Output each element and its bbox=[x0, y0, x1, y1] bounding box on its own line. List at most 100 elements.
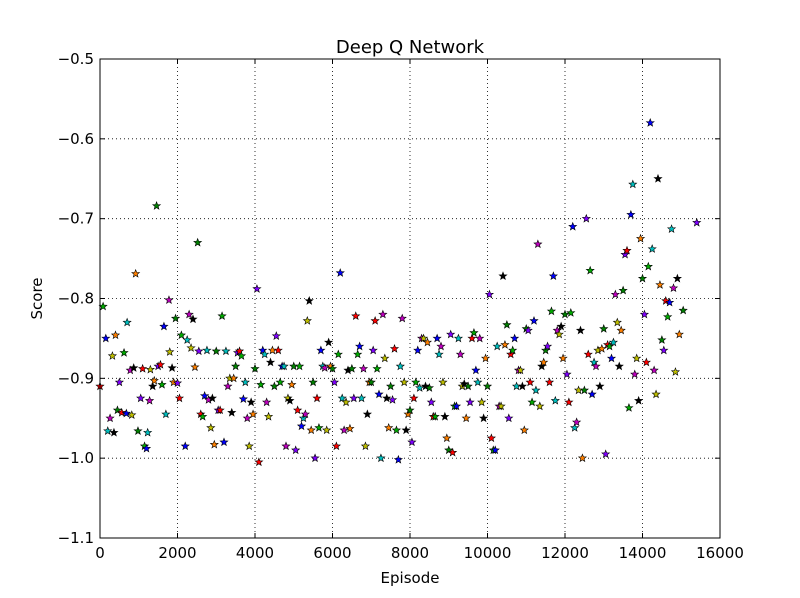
data-point-star bbox=[477, 397, 487, 407]
data-point-star bbox=[403, 409, 413, 419]
data-point-star bbox=[508, 345, 518, 355]
data-point-star bbox=[612, 317, 622, 327]
data-point-star bbox=[577, 453, 588, 463]
data-point-star bbox=[391, 425, 402, 435]
data-point-star bbox=[355, 341, 365, 351]
data-points bbox=[95, 118, 702, 467]
data-point-star bbox=[618, 285, 628, 295]
data-point-star bbox=[535, 401, 545, 411]
data-point-star bbox=[207, 393, 217, 403]
data-point-star bbox=[144, 395, 155, 405]
data-point-star bbox=[337, 393, 347, 403]
data-point-star bbox=[103, 426, 113, 435]
data-point-star bbox=[624, 403, 634, 412]
data-point-star bbox=[349, 393, 359, 403]
data-point-star bbox=[484, 289, 495, 299]
data-point-star bbox=[133, 426, 143, 435]
data-point-star bbox=[384, 422, 394, 432]
data-point-star bbox=[170, 313, 181, 323]
data-point-star bbox=[506, 349, 516, 359]
data-point-star bbox=[271, 331, 281, 340]
data-point-star bbox=[562, 369, 572, 379]
data-point-star bbox=[395, 361, 405, 371]
data-point-star bbox=[692, 217, 702, 227]
data-point-star bbox=[242, 413, 252, 423]
data-point-star bbox=[122, 317, 132, 327]
data-point-star bbox=[329, 377, 340, 387]
data-point-star bbox=[665, 297, 675, 307]
data-point-star bbox=[254, 457, 264, 467]
data-point-star bbox=[312, 393, 322, 403]
data-point-star bbox=[244, 441, 254, 451]
data-point-star bbox=[541, 345, 551, 355]
data-point-star bbox=[430, 411, 440, 421]
data-point-star bbox=[209, 439, 219, 449]
data-point-star bbox=[279, 361, 289, 371]
data-point-star bbox=[105, 413, 115, 423]
data-point-star bbox=[399, 377, 409, 387]
data-point-star bbox=[356, 393, 367, 403]
data-point-star bbox=[127, 410, 137, 419]
data-point-star bbox=[550, 395, 560, 405]
data-point-star bbox=[568, 221, 578, 231]
data-point-star bbox=[649, 365, 659, 375]
data-point-star bbox=[537, 361, 547, 371]
data-point-star bbox=[145, 364, 155, 374]
data-point-star bbox=[606, 353, 617, 363]
y-tick-label: −0.9 bbox=[58, 369, 94, 387]
data-point-star bbox=[310, 453, 320, 463]
data-point-star bbox=[229, 373, 239, 383]
data-point-star bbox=[672, 273, 682, 283]
data-point-star bbox=[190, 362, 200, 372]
data-point-star bbox=[451, 401, 462, 411]
data-point-star bbox=[453, 333, 464, 343]
data-point-star bbox=[174, 393, 185, 403]
data-point-star bbox=[157, 379, 167, 389]
data-point-star bbox=[223, 381, 233, 391]
data-point-star bbox=[143, 427, 153, 437]
data-point-star bbox=[659, 345, 669, 355]
x-axis-label: Episode bbox=[381, 569, 440, 587]
data-point-star bbox=[589, 357, 599, 367]
data-point-star bbox=[389, 343, 400, 353]
data-point-star bbox=[198, 411, 208, 421]
y-tick-label: −1.0 bbox=[58, 449, 94, 467]
data-point-star bbox=[668, 283, 679, 293]
data-point-star bbox=[149, 375, 159, 385]
data-point-star bbox=[341, 397, 351, 407]
data-point-star bbox=[165, 347, 175, 356]
data-point-star bbox=[275, 377, 285, 387]
axis-ticks: 0 2000 4000 6000 8000 10000 12000 14000 16000 −1.… bbox=[58, 50, 744, 562]
data-point-star bbox=[572, 417, 582, 427]
data-point-star bbox=[376, 453, 386, 463]
data-point-star bbox=[265, 357, 276, 367]
data-point-star bbox=[159, 321, 169, 331]
data-point-star bbox=[432, 333, 442, 343]
x-tick-label: 14000 bbox=[619, 544, 667, 562]
data-point-star bbox=[469, 327, 479, 337]
data-point-star bbox=[492, 341, 502, 351]
data-point-star bbox=[324, 337, 334, 347]
data-point-star bbox=[661, 296, 671, 305]
data-point-star bbox=[262, 397, 272, 407]
data-point-star bbox=[486, 433, 496, 443]
data-point-star bbox=[415, 383, 425, 392]
data-point-star bbox=[542, 341, 553, 351]
y-tick-label: −0.6 bbox=[58, 130, 94, 148]
data-point-star bbox=[117, 407, 127, 417]
data-point-star bbox=[151, 201, 162, 210]
data-point-star bbox=[614, 361, 624, 371]
data-point-star bbox=[546, 306, 557, 316]
data-point-star bbox=[109, 427, 119, 437]
data-point-star bbox=[138, 363, 148, 373]
data-point-star bbox=[306, 425, 316, 435]
data-point-star bbox=[263, 411, 274, 421]
data-point-star bbox=[405, 405, 415, 415]
data-point-star bbox=[141, 443, 152, 453]
data-point-star bbox=[418, 333, 429, 343]
data-point-star bbox=[463, 381, 473, 391]
data-point-star bbox=[643, 261, 653, 271]
data-point-star bbox=[637, 273, 648, 283]
data-point-star bbox=[517, 381, 527, 391]
data-point-star bbox=[362, 409, 372, 419]
